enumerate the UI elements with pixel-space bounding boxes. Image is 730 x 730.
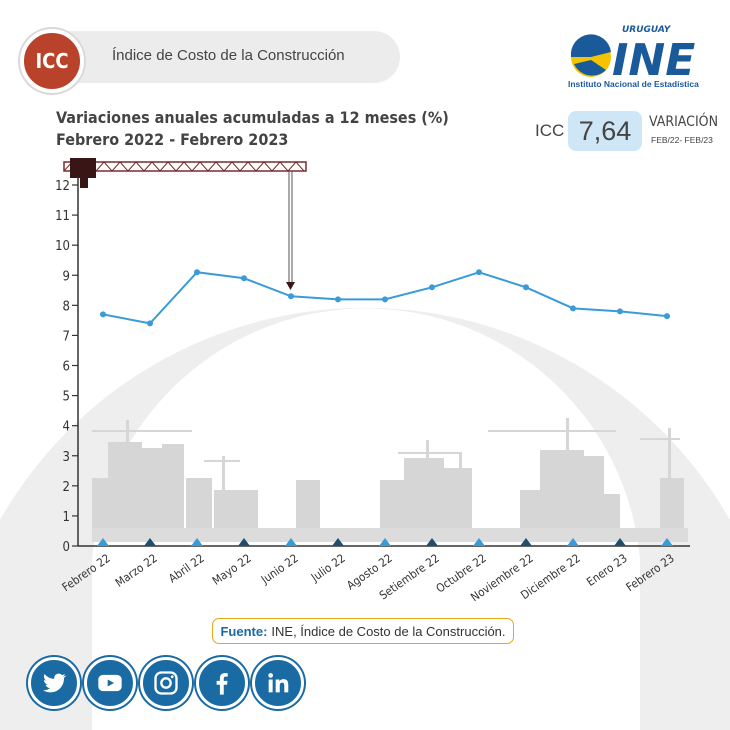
data-point (335, 296, 341, 303)
y-tick-label: 6 (63, 360, 70, 375)
source-text: INE, Índice de Costo de la Construcción. (271, 623, 506, 639)
header-title: Índice de Costo de la Construcción (112, 47, 345, 64)
y-tick-label: 3 (63, 450, 70, 465)
crane-illustration (63, 158, 307, 290)
x-tick-marker (520, 538, 532, 546)
x-tick-label: Mayo 22 (210, 551, 254, 588)
instagram-icon (154, 671, 178, 695)
svg-text:Instituto Nacional de Estadíst: Instituto Nacional de Estadística (568, 79, 699, 89)
y-tick-label: 8 (63, 299, 70, 314)
x-tick-marker (332, 538, 344, 546)
x-tick-label: Julio 22 (308, 551, 348, 585)
data-point (523, 284, 529, 291)
data-point (382, 296, 388, 303)
data-point (617, 308, 623, 315)
linkedin-icon (268, 673, 289, 693)
source-note: Fuente: INE, Índice de Costo de la Const… (212, 618, 514, 644)
ine-logo: URUGUAY INE Instituto Nacional de Estadí… (566, 22, 708, 92)
kpi-label: ICC (535, 121, 565, 140)
x-tick-label: Junio 22 (258, 551, 301, 587)
data-point (476, 269, 482, 276)
kpi-period: FEB/22- FEB/23 (651, 135, 713, 145)
x-tick-label: Febrero 22 (59, 551, 112, 594)
y-tick-label: 7 (63, 329, 70, 344)
y-tick-label: 0 (63, 540, 70, 555)
svg-text:URUGUAY: URUGUAY (622, 25, 672, 35)
chart-title-line2: Febrero 2022 - Febrero 2023 (56, 130, 289, 149)
city-skyline-illustration (92, 418, 688, 542)
youtube-icon (98, 674, 122, 692)
x-tick-marker (426, 538, 438, 546)
source-label: Fuente: (220, 623, 268, 639)
y-tick-label: 4 (63, 420, 70, 435)
data-point (194, 269, 200, 276)
kpi-variation-label: VARIACIÓN (649, 114, 719, 130)
x-tick-marker (567, 538, 579, 546)
x-tick-marker (238, 538, 250, 546)
data-point (664, 313, 670, 320)
linkedin-button[interactable] (252, 657, 304, 709)
svg-text:INE: INE (612, 35, 695, 86)
instagram-button[interactable] (140, 657, 192, 709)
chart-title: Variaciones anuales acumuladas a 12 mese… (56, 107, 449, 151)
y-tick-label: 1 (63, 510, 70, 525)
x-tick-marker (473, 538, 485, 546)
chart-title-line1: Variaciones anuales acumuladas a 12 mese… (56, 108, 449, 127)
x-tick-marker (191, 538, 203, 546)
twitter-icon (43, 673, 67, 693)
x-tick-label: Marzo 22 (113, 551, 160, 590)
x-tick-marker (285, 538, 297, 546)
data-point (100, 311, 106, 318)
x-tick-marker (614, 538, 626, 546)
x-tick-marker (379, 538, 391, 546)
facebook-icon (216, 673, 228, 695)
facebook-button[interactable] (196, 657, 248, 709)
y-tick-label: 12 (55, 179, 70, 194)
ine-logo-graphic: URUGUAY INE Instituto Nacional de Estadí… (568, 25, 699, 89)
x-tick-marker (144, 538, 156, 546)
kpi-value: 7,64 (568, 111, 642, 151)
y-tick-label: 5 (63, 390, 70, 405)
x-tick-marker (97, 538, 109, 546)
icc-badge: ICC (20, 29, 84, 93)
y-tick-label: 9 (63, 269, 70, 284)
x-tick-label: Febrero 23 (623, 551, 676, 594)
y-tick-label: 10 (55, 239, 70, 254)
x-tick-label: Abril 22 (166, 551, 207, 585)
data-point (147, 320, 153, 327)
twitter-button[interactable] (28, 657, 80, 709)
x-tick-marker (661, 538, 673, 546)
youtube-button[interactable] (84, 657, 136, 709)
header-pill (34, 31, 400, 83)
data-point (241, 275, 247, 282)
data-point (429, 284, 435, 291)
data-point (570, 305, 576, 312)
data-point (288, 293, 294, 300)
y-tick-label: 2 (63, 480, 70, 495)
y-tick-label: 11 (55, 209, 70, 224)
